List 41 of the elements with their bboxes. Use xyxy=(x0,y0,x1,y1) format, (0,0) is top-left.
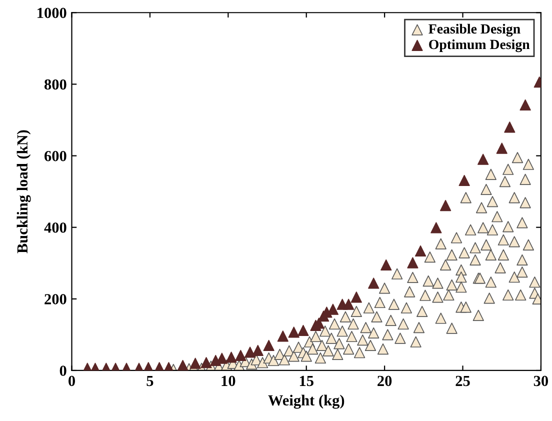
y-tick-label: 400 xyxy=(44,222,66,233)
point xyxy=(414,245,426,257)
point xyxy=(343,298,354,310)
point xyxy=(200,357,212,368)
y-axis-title: Buckling load (kN) xyxy=(16,130,31,254)
x-tick-label: 10 xyxy=(222,376,236,386)
point xyxy=(504,122,516,133)
point xyxy=(244,346,256,358)
point xyxy=(520,99,531,111)
point xyxy=(458,174,470,186)
point xyxy=(298,324,309,336)
x-tick-label: 30 xyxy=(534,376,548,386)
point xyxy=(277,330,288,342)
point xyxy=(440,200,452,212)
point xyxy=(430,222,442,234)
point xyxy=(496,142,508,154)
legend-label: Feasible Design xyxy=(428,24,520,37)
point xyxy=(350,292,362,303)
point xyxy=(380,259,392,270)
y-tick-label: 0 xyxy=(60,366,66,376)
point xyxy=(263,340,274,351)
point xyxy=(235,350,246,362)
x-axis-title: Weight (kg) xyxy=(268,394,344,409)
point xyxy=(368,278,380,289)
x-tick-label: 25 xyxy=(456,376,470,386)
point xyxy=(252,344,264,356)
point xyxy=(478,154,489,165)
point xyxy=(226,352,237,363)
x-tick-label: 5 xyxy=(146,376,154,386)
point xyxy=(190,358,201,369)
y-tick-label: 1000 xyxy=(38,8,66,18)
point xyxy=(288,326,300,338)
y-tick-label: 200 xyxy=(44,294,66,304)
x-tick-label: 20 xyxy=(378,376,392,386)
y-tick-label: 800 xyxy=(44,79,66,90)
x-tick-label: 0 xyxy=(68,376,75,386)
x-tick-label: 15 xyxy=(300,376,314,386)
y-tick-label: 600 xyxy=(44,150,66,162)
legend-label: Optimum Design xyxy=(429,39,530,52)
point xyxy=(177,360,188,370)
point xyxy=(407,257,418,268)
